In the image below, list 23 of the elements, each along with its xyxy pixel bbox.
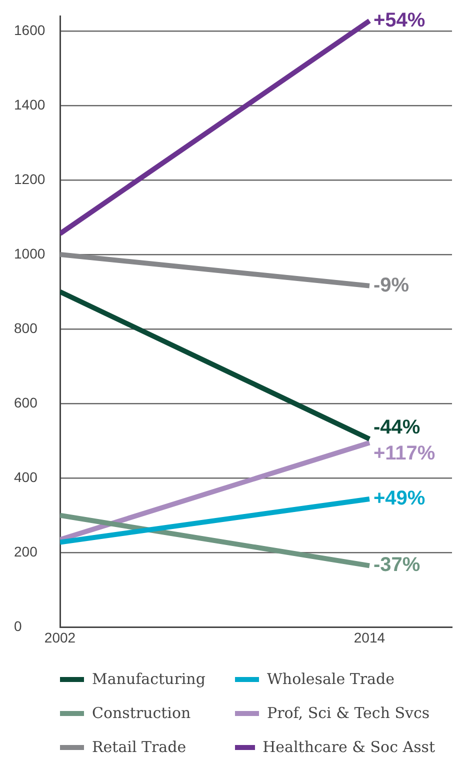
annotation: -9% [373, 274, 410, 296]
y-tick-label: 800 [14, 320, 38, 336]
annotation: -44% [373, 416, 420, 438]
x-tick-label: 2014 [354, 629, 386, 646]
legend-label: Healthcare & Soc Asst [262, 738, 435, 756]
annotation: +117% [373, 442, 436, 464]
x-tick-label: 2002 [44, 629, 76, 646]
y-tick-label: 200 [14, 544, 38, 560]
annotation: -37% [373, 554, 420, 576]
y-tick-label: 400 [14, 468, 38, 485]
legend-label: Construction [92, 704, 191, 722]
legend-label: Manufacturing [92, 670, 206, 688]
legend-label: Prof, Sci & Tech Svcs [267, 704, 430, 722]
y-tick-label: 1400 [14, 96, 46, 112]
y-tick-label: 0 [14, 618, 22, 634]
y-tick-label: 1200 [14, 170, 46, 187]
annotation: +49% [373, 488, 426, 510]
y-tick-label: 600 [14, 394, 38, 410]
legend-label: Retail Trade [92, 738, 186, 756]
y-tick-label: 1600 [14, 22, 46, 38]
annotation: +54% [373, 9, 426, 32]
legend-label: Wholesale Trade [267, 670, 394, 688]
y-tick-label: 1000 [14, 245, 46, 262]
